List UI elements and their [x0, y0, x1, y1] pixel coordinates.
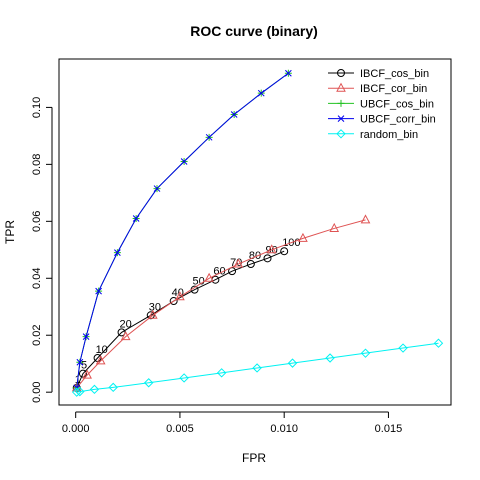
data-point — [252, 363, 262, 373]
legend-marker — [337, 115, 345, 122]
data-point — [325, 353, 335, 363]
data-point — [266, 244, 277, 254]
data-point — [233, 258, 244, 268]
data-point — [257, 89, 265, 97]
x-axis-title: FPR — [242, 451, 266, 465]
x-tick-label: 0.015 — [375, 423, 403, 435]
data-point — [180, 158, 188, 165]
legend-label: UBCF_corr_bin — [360, 114, 436, 126]
legend-item: UBCF_cos_bin — [328, 98, 434, 110]
legend-item: random_bin — [328, 129, 418, 141]
y-axis: 0.00 0.02 0.04 0.06 0.08 0.10 — [31, 97, 53, 403]
point-label: 5 — [81, 360, 87, 372]
data-point — [398, 343, 408, 353]
legend-label: IBCF_cor_bin — [360, 83, 427, 95]
data-point — [95, 287, 102, 295]
y-axis-title: TPR — [3, 220, 17, 244]
data-point — [82, 333, 90, 341]
series-line — [76, 72, 289, 388]
data-point — [108, 382, 118, 393]
x-tick-label: 0.000 — [62, 423, 90, 435]
legend-marker — [337, 69, 345, 77]
data-point — [120, 331, 131, 341]
point-label: 100 — [282, 237, 300, 249]
data-point — [147, 309, 158, 319]
series-line — [76, 72, 289, 388]
chart-title: ROC curve (binary) — [190, 23, 318, 39]
data-point — [82, 369, 92, 379]
legend-label: random_bin — [360, 129, 418, 141]
series-random_bin — [72, 338, 444, 397]
point-label: 20 — [120, 318, 132, 330]
point-label: 80 — [249, 250, 261, 262]
series-UBCF_corr_bin — [73, 69, 292, 392]
data-point — [230, 111, 238, 118]
plot-frame — [58, 58, 452, 406]
data-point — [246, 260, 255, 269]
y-tick-label: 0.04 — [31, 268, 43, 289]
legend-marker — [336, 129, 346, 139]
legend-item: IBCF_cor_bin — [328, 82, 427, 95]
legend-marker — [337, 99, 345, 107]
data-point — [76, 358, 84, 366]
data-point — [205, 133, 213, 141]
data-point — [285, 69, 292, 77]
x-tick-label: 0.010 — [270, 423, 298, 435]
data-point — [329, 222, 340, 232]
point-label: 60 — [213, 266, 225, 278]
x-tick-label: 0.005 — [166, 423, 194, 435]
series-line — [76, 219, 366, 389]
data-point — [179, 373, 189, 383]
data-point — [280, 247, 289, 256]
data-point — [143, 378, 154, 388]
data-point — [72, 387, 82, 397]
y-tick-label: 0.00 — [31, 381, 43, 402]
data-point — [287, 358, 298, 368]
point-label: 50 — [193, 276, 205, 288]
legend-item: UBCF_corr_bin — [328, 114, 436, 126]
data-point — [263, 254, 272, 263]
data-point — [114, 249, 121, 256]
data-point — [153, 185, 161, 192]
data-point — [89, 384, 100, 395]
data-point — [169, 297, 178, 306]
data-point — [216, 368, 227, 378]
data-point — [228, 267, 237, 276]
y-tick-label: 0.10 — [31, 97, 43, 118]
data-point — [298, 232, 308, 242]
data-point — [360, 214, 371, 224]
legend-item: IBCF_cos_bin — [328, 68, 429, 80]
y-tick-label: 0.02 — [31, 325, 43, 346]
point-label: 30 — [149, 301, 161, 313]
legend-marker — [336, 82, 346, 92]
series-line — [76, 342, 439, 393]
series-IBCF_cor_bin — [71, 214, 371, 392]
legend: IBCF_cos_bin IBCF_cor_bin UBCF_cos_bin UBCF… — [328, 68, 436, 141]
data-point — [433, 338, 444, 348]
data-point — [132, 215, 140, 222]
x-axis: 0.000 0.005 0.010 0.015 — [62, 411, 403, 435]
point-label: 10 — [96, 344, 108, 356]
data-point — [75, 386, 85, 397]
data-point — [204, 272, 214, 282]
data-point — [95, 355, 106, 365]
data-point — [360, 348, 371, 358]
data-point — [175, 291, 185, 301]
y-tick-label: 0.08 — [31, 154, 43, 175]
data-point — [78, 369, 87, 378]
legend-label: IBCF_cos_bin — [360, 68, 429, 80]
legend-label: UBCF_cos_bin — [360, 98, 434, 110]
y-tick-label: 0.06 — [31, 211, 43, 232]
